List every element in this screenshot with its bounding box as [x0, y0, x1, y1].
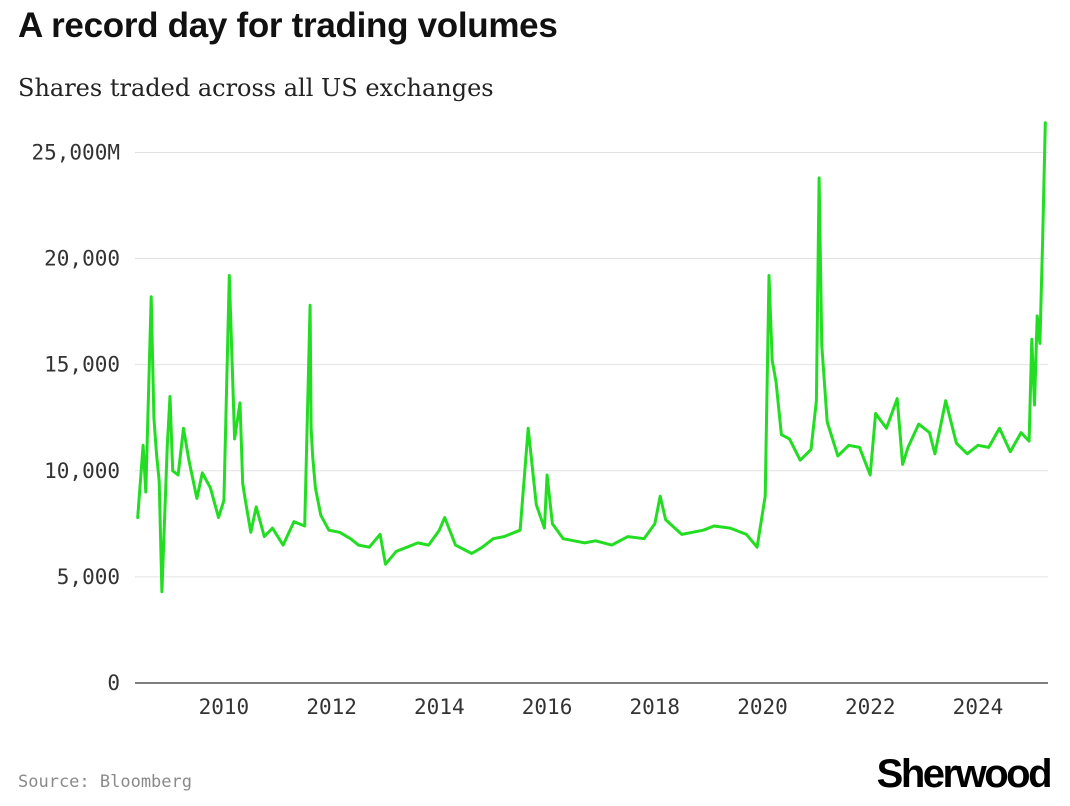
x-tick-label: 2024 — [953, 695, 1004, 719]
y-tick-label: 15,000 — [44, 353, 120, 377]
x-tick-label: 2012 — [306, 695, 357, 719]
y-tick-label: 5,000 — [57, 565, 120, 589]
source-note: Source: Bloomberg — [18, 772, 192, 792]
y-tick-label: 25,000M — [31, 140, 120, 164]
y-tick-label: 20,000 — [44, 247, 120, 271]
x-tick-label: 2010 — [199, 695, 250, 719]
y-tick-label: 10,000 — [44, 459, 120, 483]
x-tick-label: 2022 — [845, 695, 896, 719]
axes: 0 5,000 10,000 15,000 20,000 25,000M 2010 2012 2… — [31, 140, 1048, 719]
y-tick-label: 0 — [107, 671, 120, 695]
x-tick-label: 2018 — [630, 695, 681, 719]
x-tick-label: 2020 — [737, 695, 788, 719]
chart-subtitle: Shares traded across all US exchanges — [18, 74, 494, 102]
x-tick-label: 2016 — [522, 695, 573, 719]
gridlines — [135, 151, 1048, 578]
volume-series-line — [136, 121, 1047, 594]
series-layer — [136, 121, 1047, 594]
chart-title: A record day for trading volumes — [18, 6, 558, 45]
brand-logo: Sherwood — [876, 752, 1053, 796]
x-tick-label: 2014 — [414, 695, 465, 719]
